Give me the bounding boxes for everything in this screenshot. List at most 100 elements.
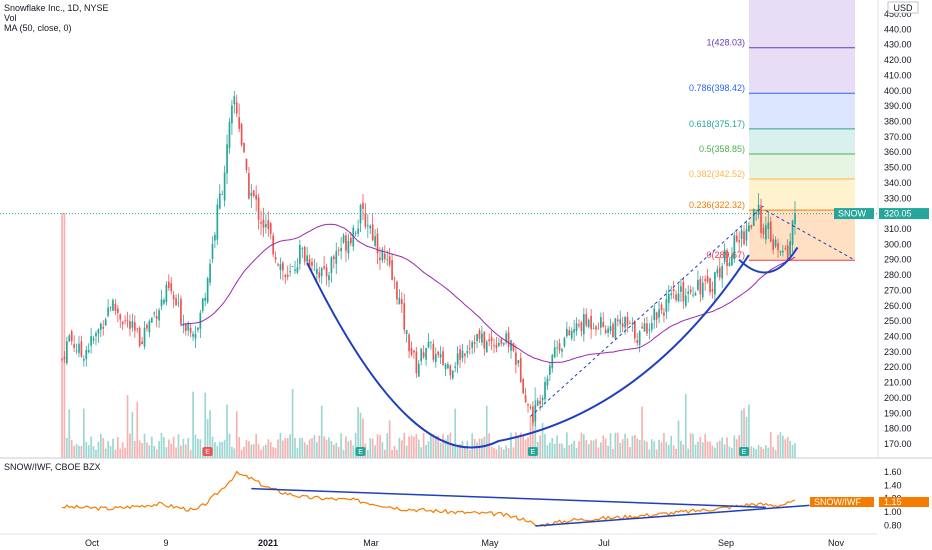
currency-box[interactable]: [887, 1, 919, 14]
volume-bar: [483, 436, 486, 458]
volume-bar: [767, 447, 770, 458]
candle-body: [347, 240, 350, 254]
volume-bar: [636, 438, 639, 458]
volume-bar: [211, 436, 214, 458]
candle-body: [420, 348, 423, 362]
price-tick-label: 330.00: [884, 193, 912, 203]
candle-body: [665, 299, 668, 312]
candle-body: [743, 231, 745, 245]
candle-body: [146, 324, 148, 329]
volume-bar: [706, 441, 709, 458]
volume-bar: [629, 447, 631, 458]
time-tick-label: Oct: [85, 538, 100, 548]
candle-body: [439, 354, 442, 358]
candle-body: [158, 310, 160, 321]
candle-body: [655, 312, 658, 320]
candle-body: [97, 329, 100, 334]
candle-body: [789, 241, 791, 256]
volume-bar: [626, 438, 629, 458]
candle-body: [757, 204, 760, 215]
candle-body: [534, 404, 537, 422]
volume-bar: [141, 442, 143, 458]
volume-bar: [160, 432, 163, 458]
volume-bar: [131, 411, 134, 458]
volume-bar: [320, 405, 323, 458]
volume-bar: [133, 440, 136, 458]
candle-body: [568, 330, 571, 336]
volume-bar: [282, 440, 284, 458]
volume-bar: [592, 440, 595, 458]
candle-body: [342, 235, 345, 243]
volume-bar: [197, 438, 199, 458]
volume-bar: [422, 433, 425, 458]
volume-bar: [75, 443, 78, 458]
candle-body: [570, 330, 573, 339]
volume-bar: [381, 442, 384, 458]
volume-bar: [349, 440, 352, 458]
candle-body: [721, 265, 724, 279]
last-price-badge: SNOW 320.05: [834, 208, 929, 220]
candle-body: [95, 333, 97, 337]
volume-bar: [621, 439, 624, 458]
volume-bar: [66, 437, 68, 458]
price-axis[interactable]: 170.00 180.00 190.00 200.00 210.00 220.00 230.…: [884, 9, 912, 449]
volume-bar: [284, 438, 287, 458]
candle-body: [794, 213, 796, 225]
volume-bar: [624, 433, 626, 458]
candle-body: [619, 319, 622, 325]
volume-bar: [527, 437, 529, 458]
candle-body: [362, 202, 364, 209]
candle-body: [561, 349, 563, 352]
candle-body: [400, 299, 403, 305]
candle-body: [473, 342, 476, 344]
volume-bar: [638, 439, 641, 458]
candle-body: [388, 256, 391, 265]
volume-bar: [112, 438, 114, 458]
price-tick-label: 420.00: [884, 55, 912, 65]
candle-body: [153, 312, 156, 314]
volume-bar: [524, 439, 527, 458]
volume-bar: [602, 435, 605, 458]
candle-body: [461, 350, 464, 359]
fib-label: 0.382(342.52): [689, 169, 745, 179]
time-tick-label: Sep: [718, 538, 734, 548]
volume-bar: [541, 423, 544, 458]
volume-bar: [485, 405, 488, 458]
candle-body: [697, 280, 699, 290]
candle-body: [408, 334, 410, 352]
volume-bar: [687, 448, 690, 458]
candle-body: [345, 235, 347, 251]
candle-body: [704, 279, 707, 281]
candle-body: [187, 323, 190, 331]
volume-bar: [468, 449, 471, 458]
volume-bar: [391, 449, 393, 458]
volume-bar: [308, 439, 311, 458]
candle-body: [296, 267, 299, 273]
candle-body: [313, 269, 316, 271]
volume-bar: [774, 449, 777, 458]
volume-bar: [165, 447, 168, 458]
candle-body: [660, 304, 663, 311]
candle-body: [398, 297, 401, 305]
volume-bar: [655, 449, 658, 458]
volume-bar: [532, 420, 534, 458]
candle-body: [464, 353, 466, 356]
volume-bar: [99, 433, 102, 458]
volume-bar: [192, 391, 194, 458]
volume-bar: [274, 448, 277, 458]
volume-bar: [493, 448, 495, 458]
candle-body: [566, 329, 568, 337]
candle-body: [648, 329, 651, 331]
candle-body: [500, 339, 503, 344]
candle-body: [432, 344, 435, 360]
candle-body: [430, 341, 432, 343]
candle-body: [109, 307, 112, 308]
time-axis[interactable]: Oct 9 2021 Mar May Jul Sep Nov: [85, 538, 845, 548]
volume-bar: [146, 442, 148, 458]
fib-label: 0.786(398.42): [689, 83, 745, 93]
volume-bar: [439, 442, 442, 458]
volume-bar: [194, 434, 197, 458]
candle-body: [133, 322, 136, 331]
volume-bar: [289, 434, 291, 458]
